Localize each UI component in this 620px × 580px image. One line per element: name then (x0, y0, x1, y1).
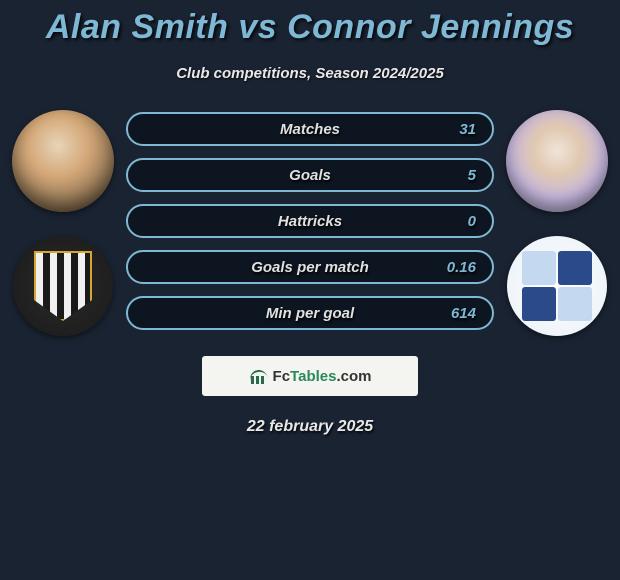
date-label: 22 february 2025 (0, 418, 620, 436)
subtitle: Club competitions, Season 2024/2025 (0, 65, 620, 82)
source-text: FcTables.com (273, 368, 372, 385)
source-suf: .com (336, 368, 371, 385)
left-column (8, 110, 118, 336)
stat-value: 614 (451, 305, 476, 322)
stat-bar-goals-per-match: Goals per match 0.16 (126, 250, 494, 284)
stat-bar-matches: Matches 31 (126, 112, 494, 146)
stat-value: 31 (459, 121, 476, 138)
source-hl: Tables (290, 368, 336, 385)
club-left-crest-shape (34, 251, 92, 321)
infographic-container: Alan Smith vs Connor Jennings Club compe… (0, 0, 620, 436)
stat-value: 0 (468, 213, 476, 230)
stat-label: Goals per match (128, 259, 492, 276)
stat-bars: Matches 31 Goals 5 Hattricks 0 Goals per… (118, 110, 502, 342)
main-row: Matches 31 Goals 5 Hattricks 0 Goals per… (0, 110, 620, 342)
page-title: Alan Smith vs Connor Jennings (0, 8, 620, 47)
player-left-avatar (12, 110, 114, 212)
club-left-crest (13, 236, 113, 336)
player-right-avatar (506, 110, 608, 212)
stat-bar-min-per-goal: Min per goal 614 (126, 296, 494, 330)
stat-label: Goals (128, 167, 492, 184)
stat-bar-hattricks: Hattricks 0 (126, 204, 494, 238)
chart-icon (249, 368, 269, 384)
club-right-crest (507, 236, 607, 336)
source-pre: Fc (273, 368, 291, 385)
right-column (502, 110, 612, 336)
club-right-crest-shape (522, 251, 592, 321)
stat-label: Min per goal (128, 305, 492, 322)
stat-bar-goals: Goals 5 (126, 158, 494, 192)
stat-label: Matches (128, 121, 492, 138)
stat-value: 5 (468, 167, 476, 184)
source-badge: FcTables.com (202, 356, 418, 396)
stat-value: 0.16 (447, 259, 476, 276)
stat-label: Hattricks (128, 213, 492, 230)
